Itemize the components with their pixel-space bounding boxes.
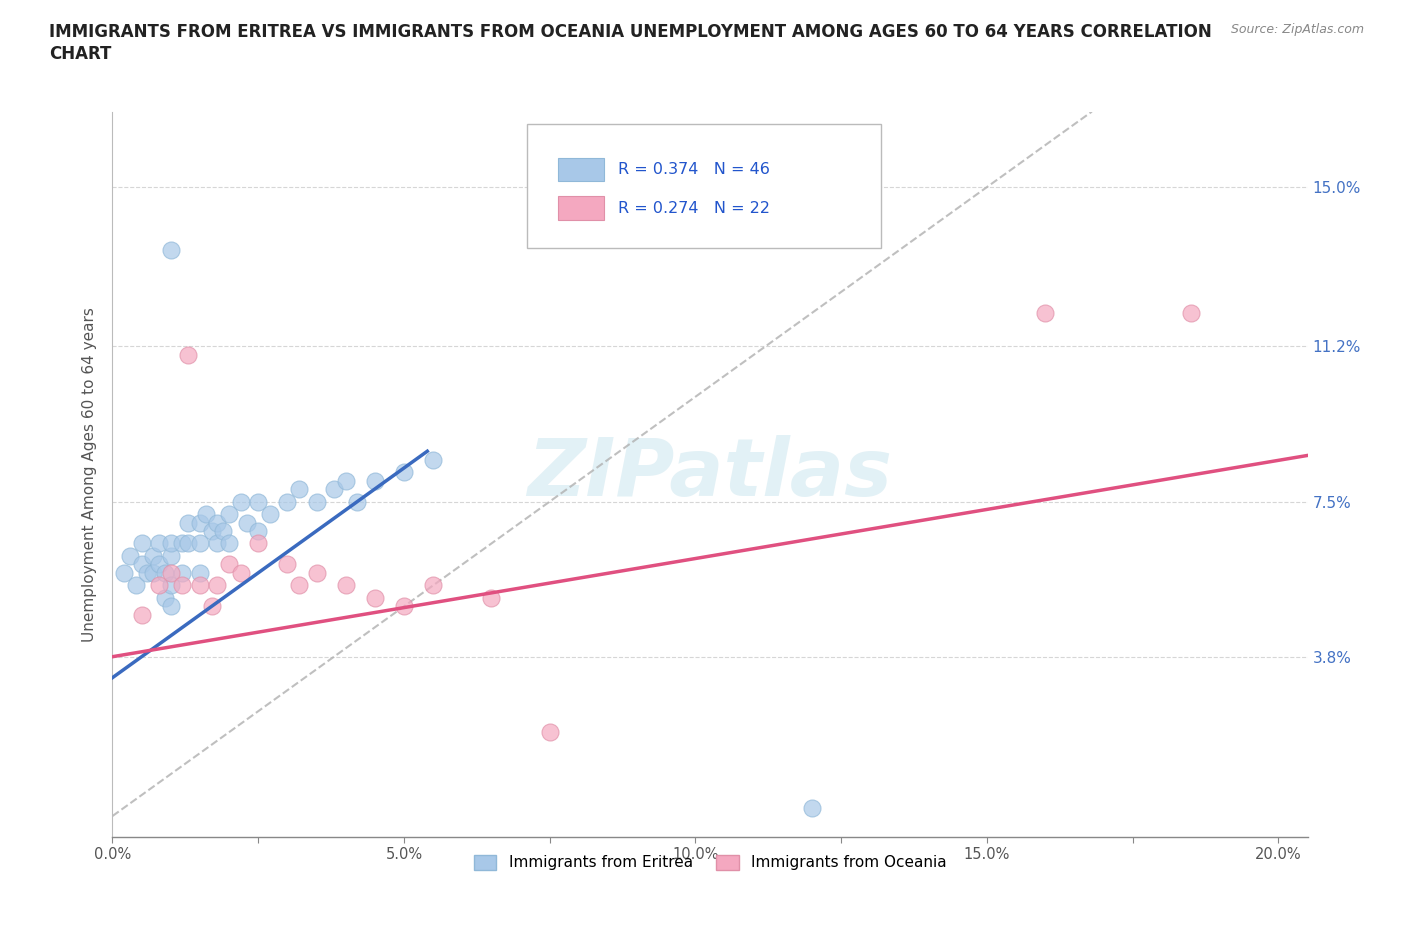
- Point: [247, 536, 270, 551]
- Point: [148, 578, 170, 592]
- Text: ZIPatlas: ZIPatlas: [527, 435, 893, 513]
- Point: [172, 565, 194, 580]
- Point: [172, 578, 194, 592]
- Point: [276, 557, 298, 572]
- Point: [159, 536, 181, 551]
- Point: [118, 549, 141, 564]
- Point: [142, 549, 165, 564]
- Point: [323, 482, 346, 497]
- Point: [153, 591, 176, 605]
- Text: R = 0.274   N = 22: R = 0.274 N = 22: [619, 201, 770, 216]
- Point: [481, 591, 503, 605]
- Point: [194, 507, 217, 522]
- Point: [218, 557, 240, 572]
- Point: [188, 536, 211, 551]
- Point: [148, 557, 170, 572]
- Point: [131, 557, 153, 572]
- Point: [218, 507, 240, 522]
- Point: [288, 578, 311, 592]
- Point: [538, 724, 561, 739]
- Point: [288, 482, 311, 497]
- Point: [207, 578, 229, 592]
- Point: [259, 507, 281, 522]
- Point: [346, 494, 368, 509]
- Text: Source: ZipAtlas.com: Source: ZipAtlas.com: [1230, 23, 1364, 36]
- Point: [247, 494, 270, 509]
- Y-axis label: Unemployment Among Ages 60 to 64 years: Unemployment Among Ages 60 to 64 years: [82, 307, 97, 642]
- FancyBboxPatch shape: [558, 196, 603, 219]
- Point: [1033, 305, 1056, 320]
- Point: [364, 473, 387, 488]
- Point: [218, 536, 240, 551]
- Point: [305, 565, 328, 580]
- Text: R = 0.374   N = 46: R = 0.374 N = 46: [619, 162, 770, 177]
- Point: [392, 465, 415, 480]
- Point: [422, 578, 444, 592]
- Point: [172, 536, 194, 551]
- Point: [177, 348, 200, 363]
- Point: [153, 565, 176, 580]
- FancyBboxPatch shape: [527, 124, 882, 248]
- Point: [188, 565, 211, 580]
- Point: [125, 578, 148, 592]
- Point: [131, 536, 153, 551]
- Point: [188, 515, 211, 530]
- Point: [212, 524, 235, 538]
- Point: [177, 536, 200, 551]
- Point: [207, 536, 229, 551]
- Point: [200, 599, 222, 614]
- Point: [112, 565, 135, 580]
- Point: [229, 565, 252, 580]
- Point: [247, 524, 270, 538]
- Text: IMMIGRANTS FROM ERITREA VS IMMIGRANTS FROM OCEANIA UNEMPLOYMENT AMONG AGES 60 TO: IMMIGRANTS FROM ERITREA VS IMMIGRANTS FR…: [49, 23, 1212, 41]
- Point: [305, 494, 328, 509]
- Point: [142, 565, 165, 580]
- Point: [148, 536, 170, 551]
- Point: [159, 243, 181, 258]
- Legend: Immigrants from Eritrea, Immigrants from Oceania: Immigrants from Eritrea, Immigrants from…: [467, 849, 953, 876]
- Point: [801, 800, 824, 815]
- Point: [207, 515, 229, 530]
- Text: CHART: CHART: [49, 45, 111, 62]
- Point: [364, 591, 387, 605]
- Point: [229, 494, 252, 509]
- Point: [188, 578, 211, 592]
- Point: [335, 578, 357, 592]
- Point: [136, 565, 159, 580]
- Point: [159, 565, 181, 580]
- Point: [235, 515, 257, 530]
- Point: [335, 473, 357, 488]
- Point: [1180, 305, 1202, 320]
- Point: [159, 549, 181, 564]
- FancyBboxPatch shape: [558, 158, 603, 181]
- Point: [392, 599, 415, 614]
- Point: [200, 524, 222, 538]
- Point: [422, 452, 444, 467]
- Point: [159, 599, 181, 614]
- Point: [276, 494, 298, 509]
- Point: [131, 607, 153, 622]
- Point: [159, 578, 181, 592]
- Point: [177, 515, 200, 530]
